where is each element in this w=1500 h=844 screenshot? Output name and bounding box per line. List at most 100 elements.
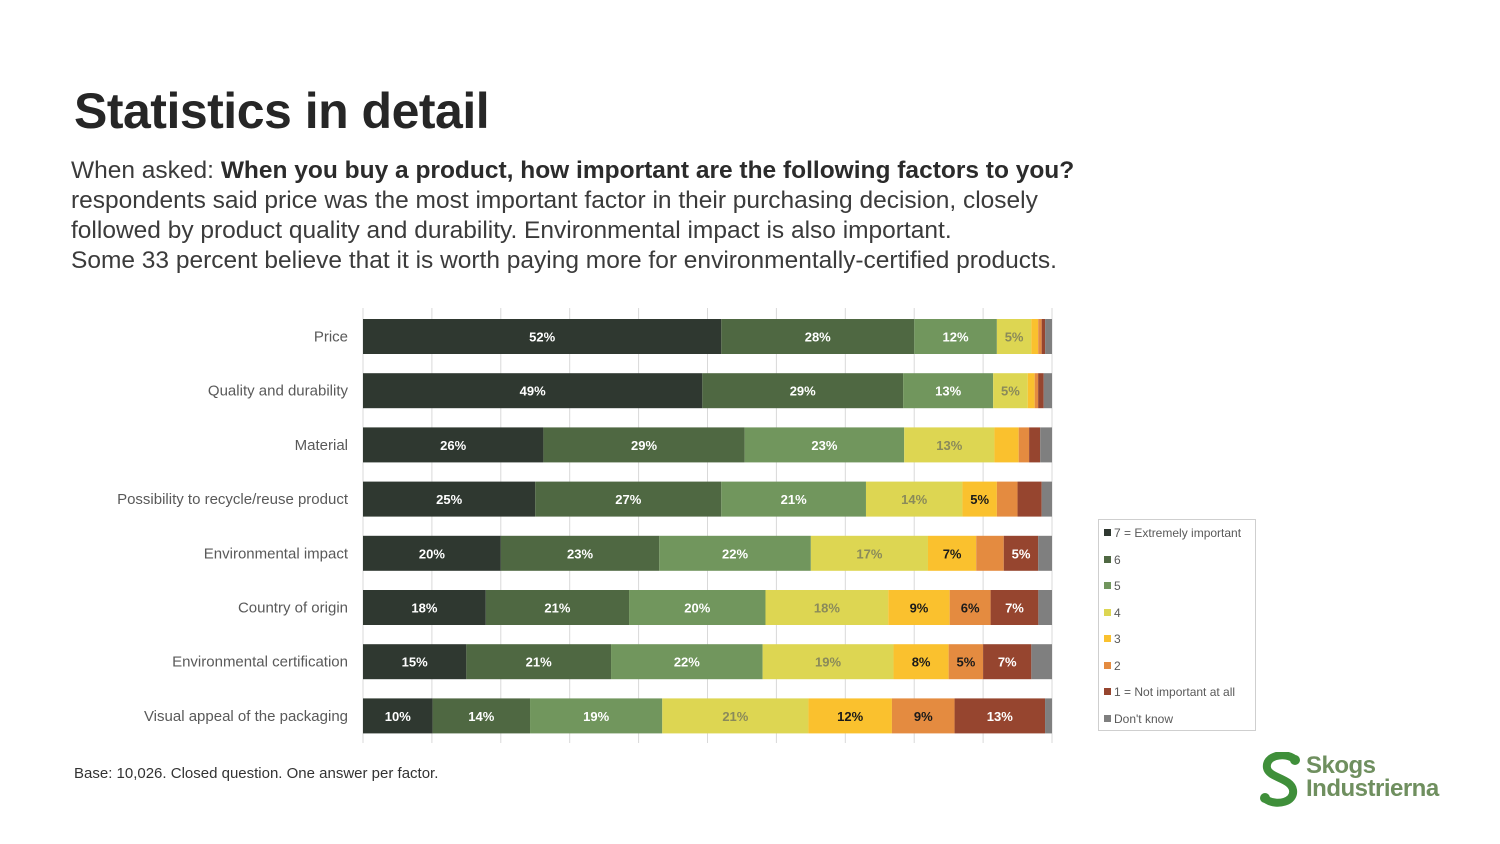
bar-segment: [611, 644, 763, 680]
data-label: 5%: [1012, 546, 1031, 561]
data-label: 8%: [912, 655, 931, 670]
data-label: 9%: [914, 709, 933, 724]
bar-segment: [543, 427, 745, 463]
bar-row: Quality and durability 49% 29% 13% 5%: [208, 373, 1052, 409]
category-label: Price: [314, 329, 348, 346]
bar-segment: [535, 481, 722, 517]
data-label: 7%: [943, 546, 962, 561]
bar-segment: [914, 319, 997, 354]
data-label: 21%: [722, 709, 748, 724]
bar-segment: [485, 590, 630, 625]
bar-segment: [721, 319, 915, 354]
bar-segment: [865, 481, 963, 517]
bar-segment: [1041, 319, 1046, 354]
data-label: 52%: [529, 330, 555, 345]
intro-line-4: Some 33 percent believe that it is worth…: [71, 247, 1057, 274]
bar-segment: [893, 644, 949, 680]
bar-segment: [948, 644, 984, 680]
stacked-bar-chart: Price 52% 28% 12% 5% Quality and durability 49…: [117, 308, 1053, 743]
bar-segment: [702, 373, 904, 409]
legend-label: 1 = Not important at all: [1114, 685, 1236, 699]
data-label: 23%: [567, 546, 593, 561]
legend-label: 6: [1114, 552, 1121, 567]
bar-segment: [466, 644, 612, 680]
data-label: 5%: [956, 655, 975, 670]
bar-segment: [1031, 319, 1039, 354]
data-label: 13%: [936, 438, 962, 453]
legend-item: 6: [1104, 553, 1121, 567]
intro-line-1: When asked: When you buy a product, how …: [71, 156, 1271, 186]
intro-line-2: respondents said price was the most impo…: [71, 187, 1038, 214]
bar-segment: [891, 698, 955, 734]
data-label: 29%: [631, 438, 657, 453]
category-label: Visual appeal of the packaging: [144, 708, 348, 725]
data-label: 20%: [419, 546, 445, 561]
data-label: 28%: [805, 330, 831, 345]
legend-swatch: [1104, 582, 1111, 590]
bar-segment: [888, 590, 950, 625]
data-label: 25%: [436, 492, 462, 507]
bar-segment: [996, 481, 1018, 517]
bar-segment: [976, 535, 1004, 571]
data-label: 14%: [468, 709, 494, 724]
data-label: 14%: [901, 492, 927, 507]
bar-row: Environmental impact 20% 23% 22% 17% 7% 5%: [204, 535, 1052, 571]
data-label: 10%: [385, 709, 411, 724]
bar-segment: [808, 698, 892, 734]
bar-segment: [1038, 535, 1052, 571]
bar-segment: [662, 698, 809, 734]
bar-row: Visual appeal of the packaging 10% 14% 19% 2…: [144, 698, 1052, 734]
legend-swatch: [1104, 688, 1111, 696]
logo-line-1: Skogs: [1306, 752, 1376, 779]
data-label: 29%: [790, 384, 816, 399]
bar-row: Possibility to recycle/reuse product 25% 2…: [117, 481, 1052, 517]
legend-label: 2: [1114, 658, 1121, 673]
data-label: 21%: [781, 492, 807, 507]
data-label: 7%: [1005, 601, 1024, 616]
bar-segment: [659, 535, 811, 571]
data-label: 23%: [811, 438, 837, 453]
legend-swatch: [1104, 714, 1111, 722]
intro-line-3: followed by product quality and durabili…: [71, 217, 952, 244]
legend-label: 5: [1114, 579, 1121, 593]
bar-segment: [1041, 481, 1052, 517]
legend-item: 4: [1104, 606, 1121, 620]
bar-segment: [962, 481, 997, 517]
legend-swatch: [1104, 608, 1111, 616]
bar-segment: [721, 481, 866, 517]
bar-segment: [1018, 427, 1030, 463]
legend-item: Don't know: [1104, 712, 1173, 726]
data-label: 20%: [684, 601, 710, 616]
bar-segment: [363, 427, 544, 463]
bar-segment: [363, 590, 486, 625]
bar-segment: [1045, 698, 1052, 734]
data-label: 5%: [1005, 330, 1024, 345]
bar-segment: [1045, 319, 1052, 354]
legend-label: 4: [1114, 605, 1121, 620]
bar-segment: [949, 590, 991, 625]
category-label: Environmental certification: [172, 654, 348, 671]
data-label: 21%: [526, 655, 552, 670]
legend-item: 1 = Not important at all: [1104, 685, 1235, 699]
intro-prefix: When asked:: [71, 157, 221, 184]
legend-label: 7 = Extremely important: [1114, 526, 1242, 540]
legend-label: Don't know: [1114, 711, 1173, 726]
bar-segment: [1029, 427, 1041, 463]
data-label: 22%: [722, 546, 748, 561]
legend-item: 2: [1104, 659, 1121, 673]
category-label: Possibility to recycle/reuse product: [117, 491, 349, 508]
bar-segment: [530, 698, 663, 734]
data-label: 5%: [1001, 384, 1020, 399]
bar-row: Country of origin 18% 21% 20% 18% 9% 6% 7%: [238, 590, 1052, 625]
data-label: 12%: [943, 330, 969, 345]
data-label: 19%: [815, 655, 841, 670]
legend-swatch: [1104, 661, 1111, 669]
bar-segment: [1043, 373, 1052, 409]
data-label: 6%: [961, 601, 980, 616]
bar-segment: [762, 644, 894, 680]
bar-segment: [1003, 535, 1039, 571]
bar-segment: [363, 373, 703, 409]
logo-wordmark: Skogs Industrierna: [1306, 752, 1439, 801]
data-label: 18%: [814, 601, 840, 616]
bar-segment: [1017, 481, 1042, 517]
